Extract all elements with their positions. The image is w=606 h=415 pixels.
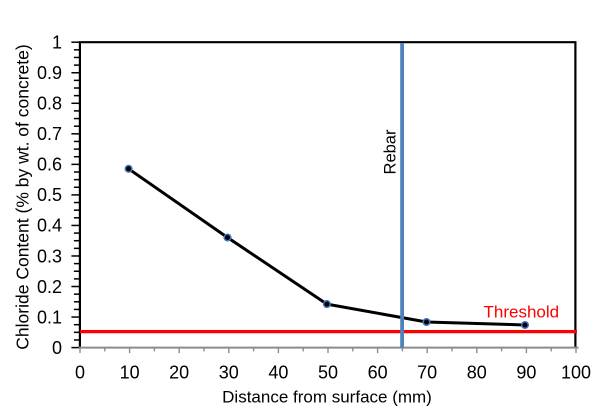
svg-text:70: 70 <box>417 363 437 383</box>
svg-text:0.9: 0.9 <box>37 63 62 83</box>
svg-text:0.6: 0.6 <box>37 155 62 175</box>
svg-text:0: 0 <box>75 363 85 383</box>
svg-text:0: 0 <box>52 338 62 358</box>
svg-text:100: 100 <box>561 363 591 383</box>
svg-text:0.1: 0.1 <box>37 307 62 327</box>
svg-text:30: 30 <box>219 363 239 383</box>
svg-text:0.8: 0.8 <box>37 94 62 114</box>
svg-text:50: 50 <box>318 363 338 383</box>
svg-text:80: 80 <box>467 363 487 383</box>
svg-text:0.7: 0.7 <box>37 124 62 144</box>
svg-text:0.5: 0.5 <box>37 185 62 205</box>
svg-text:Distance from surface (mm): Distance from surface (mm) <box>222 388 432 407</box>
svg-text:Threshold: Threshold <box>484 303 560 322</box>
svg-text:1: 1 <box>52 33 62 53</box>
svg-text:60: 60 <box>368 363 388 383</box>
svg-text:20: 20 <box>169 363 189 383</box>
svg-text:90: 90 <box>516 363 536 383</box>
svg-text:0.2: 0.2 <box>37 277 62 297</box>
svg-text:0.4: 0.4 <box>37 216 62 236</box>
svg-text:10: 10 <box>120 363 140 383</box>
svg-text:0.3: 0.3 <box>37 246 62 266</box>
svg-text:Rebar: Rebar <box>382 129 400 174</box>
svg-text:40: 40 <box>268 363 288 383</box>
svg-text:Chloride Content (% by wt. of: Chloride Content (% by wt. of concrete) <box>13 44 33 349</box>
